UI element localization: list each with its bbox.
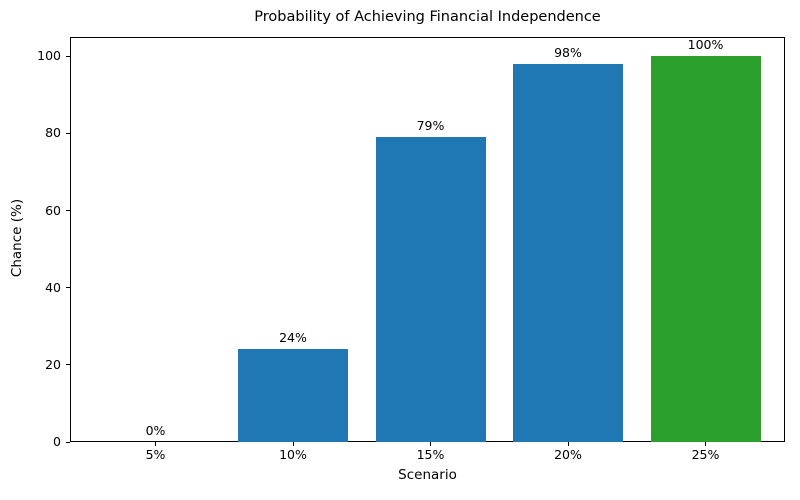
y-tick-label: 20 [45, 356, 61, 372]
x-axis-label: Scenario [398, 467, 457, 483]
y-tick-label: 0 [53, 434, 61, 449]
x-tick-mark [155, 442, 156, 446]
y-tick-mark [66, 287, 70, 289]
x-tick-mark [292, 442, 294, 446]
bar [375, 137, 486, 442]
bar-value-label: 79% [416, 118, 445, 134]
y-tick-mark [66, 441, 70, 443]
x-tick-mark [430, 442, 431, 446]
x-tick-label: 5% [145, 447, 166, 462]
y-tick-mark [66, 364, 70, 366]
y-tick-mark [66, 55, 70, 57]
bar-value-label: 98% [554, 45, 582, 60]
chart-title: Probability of Achieving Financial Indep… [254, 9, 601, 25]
y-tick-label: 100 [37, 48, 61, 64]
x-tick-label: 20% [554, 447, 582, 462]
bar [238, 349, 348, 442]
y-tick-label: 80 [45, 125, 61, 141]
x-tick-mark [567, 442, 569, 446]
bar-value-label: 100% [687, 37, 724, 53]
bar [650, 56, 761, 442]
bar [513, 64, 623, 442]
x-tick-label: 25% [691, 447, 720, 462]
bar-value-label: 24% [279, 330, 307, 346]
y-tick-mark [66, 210, 70, 212]
x-tick-label: 10% [279, 447, 307, 462]
x-tick-label: 15% [416, 447, 445, 462]
y-tick-label: 60 [45, 202, 61, 218]
y-tick-mark [66, 132, 70, 134]
bar-value-label: 0% [145, 423, 166, 438]
y-tick-label: 40 [45, 279, 61, 295]
x-tick-mark [705, 442, 706, 446]
